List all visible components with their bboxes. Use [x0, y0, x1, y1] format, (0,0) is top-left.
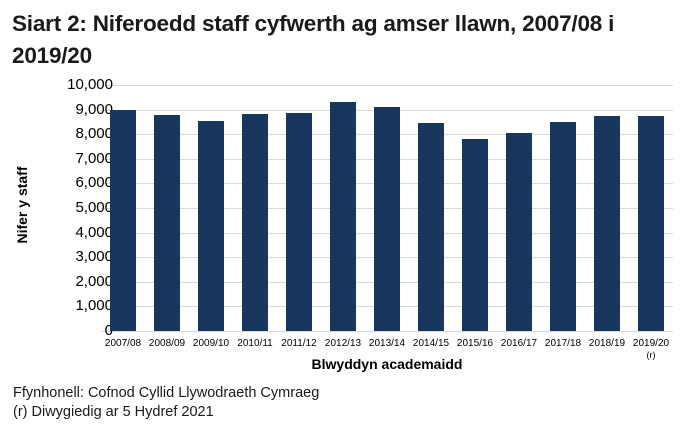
y-tick-label: 2,000: [75, 273, 113, 290]
revised-note: (r) Diwygiedig ar 5 Hydref 2021: [13, 404, 214, 420]
x-tick-label: 2016/17: [500, 338, 538, 349]
y-tick-label: 0: [104, 322, 113, 339]
gridline: [101, 85, 673, 86]
x-tick-label: 2015/16: [456, 338, 494, 349]
x-tick-label: 2008/09: [148, 338, 186, 349]
x-axis-label: Blwyddyn academaidd: [311, 356, 463, 372]
y-tick-label: 8,000: [75, 125, 113, 142]
bar-2011-12: [286, 113, 312, 331]
y-tick-label: 10,000: [67, 76, 113, 93]
x-tick-label: 2007/08: [104, 338, 142, 349]
y-axis-label: Nifer y staff: [14, 166, 30, 244]
y-tick-label: 3,000: [75, 248, 113, 265]
x-tick-label: 2010/11: [237, 338, 273, 349]
bar-2015-16: [462, 139, 488, 331]
y-tick-label: 4,000: [75, 224, 113, 241]
bar-2009-10: [198, 121, 224, 331]
bar-2017-18: [550, 122, 576, 331]
bar-2012-13: [330, 102, 356, 331]
y-tick-label: 1,000: [75, 297, 113, 314]
gridline: [101, 331, 673, 332]
bar-2016-17: [506, 133, 532, 331]
x-tick-label: 2017/18: [544, 338, 582, 349]
y-tick-label: 9,000: [75, 101, 113, 118]
x-tick-note: (r): [646, 350, 656, 360]
bar-2013-14: [374, 107, 400, 331]
x-tick-label: 2018/19: [588, 338, 626, 349]
x-tick-label: 2012/13: [324, 338, 362, 349]
y-tick-label: 6,000: [75, 174, 113, 191]
x-tick-label: 2014/15: [412, 338, 450, 349]
bar-2008-09: [154, 115, 180, 331]
y-tick-label: 5,000: [75, 199, 113, 216]
bar-2007-08: [110, 110, 136, 331]
x-tick-label: 2011/12: [281, 338, 317, 349]
source-note: Ffynhonell: Cofnod Cyllid Llywodraeth Cy…: [13, 385, 320, 401]
chart-title: Siart 2: Niferoedd staff cyfwerth ag ams…: [12, 11, 615, 68]
x-tick-label: 2009/10: [192, 338, 230, 349]
x-tick-label: 2013/14: [368, 338, 406, 349]
bar-2018-19: [594, 116, 620, 331]
y-tick-label: 7,000: [75, 150, 113, 167]
x-tick-label: 2019/20: [632, 338, 670, 349]
bar-2019-20: [638, 116, 664, 331]
bar-2014-15: [418, 123, 444, 331]
bar-2010-11: [242, 114, 268, 331]
